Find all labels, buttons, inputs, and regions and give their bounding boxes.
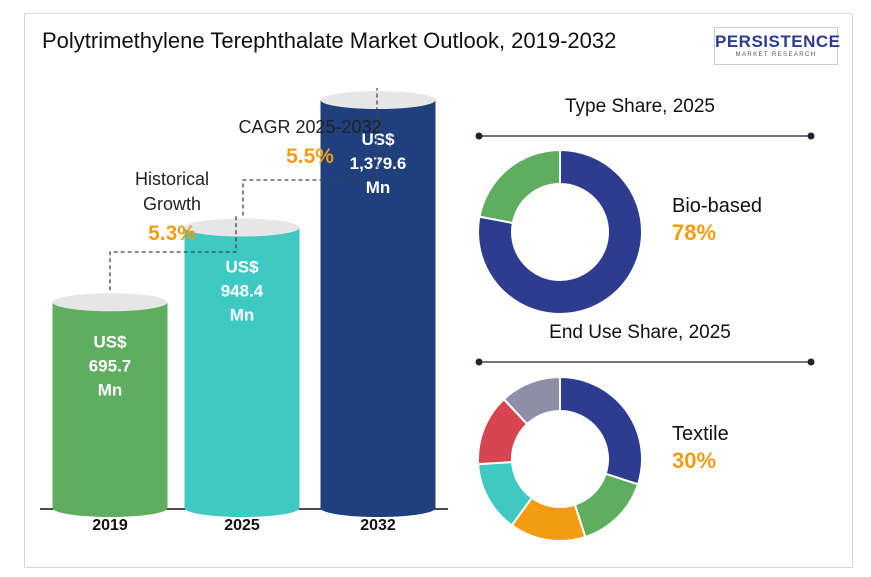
bar-2032: US$ 1,379.6 Mn [320, 91, 436, 517]
type-share-donut: Type Share, 2025 Bio-based 78% [475, 96, 815, 315]
highlight-label: Textile [672, 423, 729, 445]
annotation-value: 5.3% [148, 222, 196, 245]
growth-annotation: CAGR 2025-2032 5.5% [238, 88, 382, 216]
highlight-value: 30% [672, 448, 716, 473]
logo-tagline: MARKET RESEARCH [735, 52, 817, 58]
bar-value-label: 695.7 [89, 356, 132, 375]
bar-value-label: US$ [93, 332, 127, 351]
bar-value-label: Mn [98, 380, 123, 399]
bar-2019: US$ 695.7 Mn [52, 293, 168, 517]
annotation-value: 5.5% [286, 145, 334, 168]
highlight-label: Bio-based [672, 195, 762, 217]
donut-slice [502, 375, 561, 426]
bar-value-label: Mn [366, 178, 391, 197]
annotation-label: Historical [135, 169, 209, 189]
bar-value-label: Mn [230, 306, 255, 325]
bar-body [184, 227, 300, 518]
rule-dot-left [475, 358, 483, 366]
bar-value-label: 948.4 [221, 282, 264, 301]
donut-title: End Use Share, 2025 [549, 322, 731, 343]
donut-slice [476, 148, 643, 315]
bar-body [320, 100, 436, 517]
end-use-share-donut: End Use Share, 2025 Textile 30% [475, 322, 815, 542]
annotation-label: CAGR 2025-2032 [238, 117, 381, 137]
x-tick-label: 2019 [92, 517, 128, 534]
bar-top-cap [320, 91, 436, 110]
bar-chart: US$ 695.7 Mn 2019 US$ 948.4 Mn 2025 US$ 1,379.6 Mn… [40, 88, 448, 534]
bar-body [52, 302, 168, 517]
connector-line [242, 88, 378, 216]
rule-dot-left [475, 132, 483, 140]
x-tick-label: 2025 [224, 517, 260, 534]
donut-title: Type Share, 2025 [565, 96, 715, 117]
donut-slice [478, 148, 561, 225]
rule-dot-right [807, 358, 815, 366]
bar-value-label: US$ [361, 130, 395, 149]
highlight-value: 78% [672, 220, 716, 245]
x-tick-label: 2032 [360, 517, 396, 534]
page-title: Polytrimethylene Terephthalate Market Ou… [42, 28, 617, 53]
donut-slice [559, 375, 643, 486]
rule-dot-right [807, 132, 815, 140]
bar-value-label: US$ [225, 258, 259, 277]
logo-wordmark: PERSISTENCE [715, 32, 841, 51]
bar-top-cap [52, 293, 168, 312]
persistence-logo: PERSISTENCE MARKET RESEARCH [714, 27, 841, 65]
bar-top-cap [184, 218, 300, 237]
donut-slice [573, 472, 640, 539]
bar-value-label: 1,379.6 [350, 154, 407, 173]
bar-2025: US$ 948.4 Mn [184, 218, 300, 518]
connector-line [109, 215, 237, 291]
growth-annotation: Historical Growth 5.3% [109, 169, 237, 291]
annotation-label: Growth [143, 194, 201, 214]
